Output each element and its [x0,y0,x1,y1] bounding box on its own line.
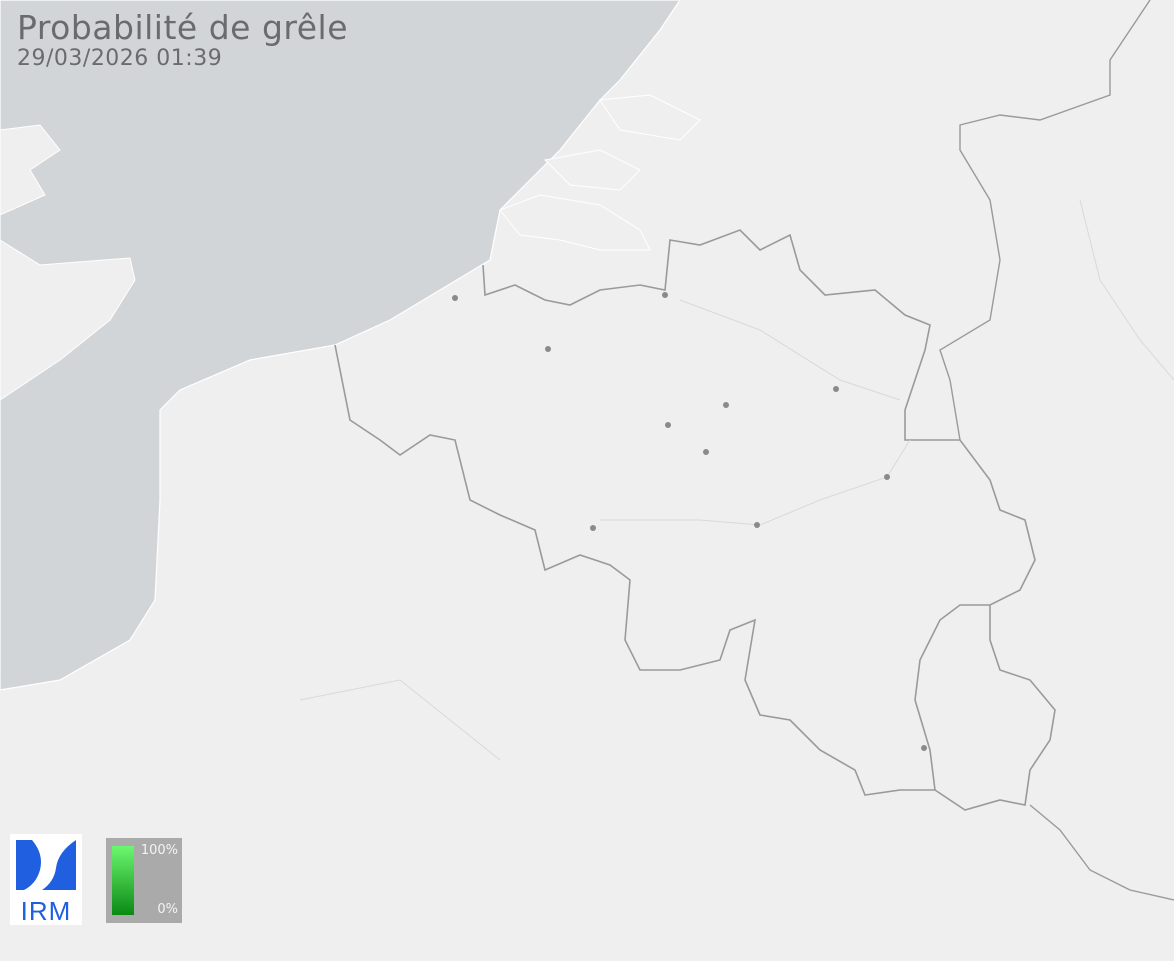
city-dot [723,402,729,408]
city-dot [665,422,671,428]
legend-color-bar [112,846,134,915]
belgium-border [334,229,1036,796]
luxembourg-border [934,605,1056,811]
probability-legend: 100% 0% [106,838,182,923]
sea [0,0,681,691]
irm-logo: IRM [10,834,82,926]
zeeland-islands [499,94,701,251]
england-land-north [0,124,61,216]
city-dot [545,346,551,352]
city-dot [884,474,890,480]
city-dot [754,522,760,528]
legend-min-label: 0% [157,902,178,917]
city-dot [703,449,709,455]
city-dot [833,386,839,392]
city-dot [452,295,458,301]
city-dot [662,292,668,298]
rivers [299,199,1174,761]
city-dot [921,745,927,751]
irm-logo-mark [16,840,76,890]
germany-border [939,0,1174,901]
legend-max-label: 100% [140,843,178,858]
england-land [0,239,136,401]
city-markers [452,292,927,751]
map-title: Probabilité de grêle [17,8,349,47]
city-dot [590,525,596,531]
map-timestamp: 29/03/2026 01:39 [17,46,223,71]
irm-logo-text: IRM [20,896,72,926]
